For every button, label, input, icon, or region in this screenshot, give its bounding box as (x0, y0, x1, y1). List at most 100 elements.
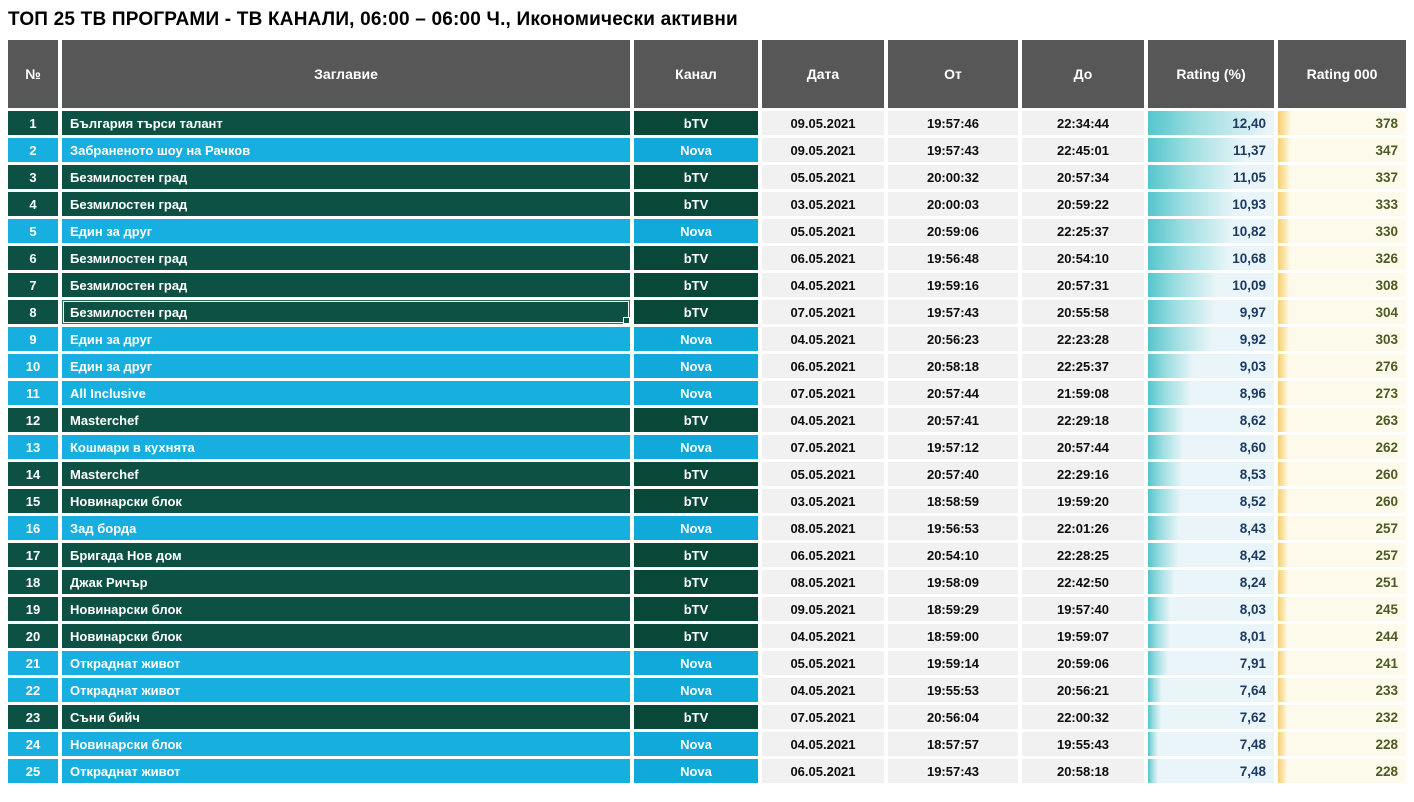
from-cell[interactable]: 19:55:53 (888, 678, 1018, 702)
to-cell[interactable]: 21:59:08 (1022, 381, 1144, 405)
to-cell[interactable]: 19:59:07 (1022, 624, 1144, 648)
from-cell[interactable]: 19:57:12 (888, 435, 1018, 459)
title-cell[interactable]: Съни бийч (62, 705, 630, 729)
rating-cell[interactable]: 9,03 (1148, 354, 1274, 378)
header-rank[interactable]: № (8, 40, 58, 108)
date-cell[interactable]: 07.05.2021 (762, 381, 884, 405)
date-cell[interactable]: 04.05.2021 (762, 408, 884, 432)
rank-cell[interactable]: 2 (8, 138, 58, 162)
channel-cell[interactable]: bTV (634, 111, 758, 135)
to-cell[interactable]: 20:57:34 (1022, 165, 1144, 189)
from-cell[interactable]: 19:56:53 (888, 516, 1018, 540)
date-cell[interactable]: 04.05.2021 (762, 273, 884, 297)
channel-cell[interactable]: bTV (634, 705, 758, 729)
date-cell[interactable]: 06.05.2021 (762, 246, 884, 270)
title-cell[interactable]: Кошмари в кухнята (62, 435, 630, 459)
rank-cell[interactable]: 22 (8, 678, 58, 702)
to-cell[interactable]: 20:59:22 (1022, 192, 1144, 216)
rank-cell[interactable]: 7 (8, 273, 58, 297)
rating000-cell[interactable]: 233 (1278, 678, 1406, 702)
rating000-cell[interactable]: 333 (1278, 192, 1406, 216)
rating000-cell[interactable]: 245 (1278, 597, 1406, 621)
date-cell[interactable]: 07.05.2021 (762, 435, 884, 459)
title-cell[interactable]: Забраненото шоу на Рачков (62, 138, 630, 162)
to-cell[interactable]: 20:54:10 (1022, 246, 1144, 270)
rank-cell[interactable]: 14 (8, 462, 58, 486)
title-cell[interactable]: Безмилостен град (62, 246, 630, 270)
title-cell[interactable]: България търси талант (62, 111, 630, 135)
title-cell[interactable]: Откраднат живот (62, 678, 630, 702)
title-cell[interactable]: Джак Ричър (62, 570, 630, 594)
channel-cell[interactable]: bTV (634, 408, 758, 432)
from-cell[interactable]: 20:57:41 (888, 408, 1018, 432)
rating000-cell[interactable]: 262 (1278, 435, 1406, 459)
rank-cell[interactable]: 12 (8, 408, 58, 432)
to-cell[interactable]: 22:23:28 (1022, 327, 1144, 351)
to-cell[interactable]: 20:57:44 (1022, 435, 1144, 459)
title-cell[interactable]: Безмилостен град (62, 300, 630, 324)
title-cell[interactable]: Новинарски блок (62, 624, 630, 648)
rating-cell[interactable]: 11,37 (1148, 138, 1274, 162)
from-cell[interactable]: 20:56:04 (888, 705, 1018, 729)
channel-cell[interactable]: Nova (634, 138, 758, 162)
rating000-cell[interactable]: 303 (1278, 327, 1406, 351)
channel-cell[interactable]: bTV (634, 192, 758, 216)
title-cell[interactable]: Бригада Нов дом (62, 543, 630, 567)
from-cell[interactable]: 19:57:43 (888, 300, 1018, 324)
rating-cell[interactable]: 7,91 (1148, 651, 1274, 675)
rank-cell[interactable]: 16 (8, 516, 58, 540)
channel-cell[interactable]: Nova (634, 732, 758, 756)
rating000-cell[interactable]: 273 (1278, 381, 1406, 405)
rank-cell[interactable]: 3 (8, 165, 58, 189)
rating-cell[interactable]: 8,42 (1148, 543, 1274, 567)
rank-cell[interactable]: 9 (8, 327, 58, 351)
channel-cell[interactable]: bTV (634, 489, 758, 513)
rating000-cell[interactable]: 330 (1278, 219, 1406, 243)
rating-cell[interactable]: 7,64 (1148, 678, 1274, 702)
from-cell[interactable]: 19:58:09 (888, 570, 1018, 594)
rating-cell[interactable]: 7,62 (1148, 705, 1274, 729)
title-cell[interactable]: Безмилостен град (62, 273, 630, 297)
from-cell[interactable]: 19:57:43 (888, 759, 1018, 783)
channel-cell[interactable]: bTV (634, 462, 758, 486)
channel-cell[interactable]: Nova (634, 651, 758, 675)
rating-cell[interactable]: 7,48 (1148, 732, 1274, 756)
rating-cell[interactable]: 8,43 (1148, 516, 1274, 540)
header-to[interactable]: До (1022, 40, 1144, 108)
title-cell[interactable]: Новинарски блок (62, 489, 630, 513)
date-cell[interactable]: 06.05.2021 (762, 759, 884, 783)
from-cell[interactable]: 20:00:32 (888, 165, 1018, 189)
header-channel[interactable]: Канал (634, 40, 758, 108)
title-cell[interactable]: Masterchef (62, 462, 630, 486)
from-cell[interactable]: 20:56:23 (888, 327, 1018, 351)
rating000-cell[interactable]: 244 (1278, 624, 1406, 648)
channel-cell[interactable]: Nova (634, 678, 758, 702)
rating000-cell[interactable]: 241 (1278, 651, 1406, 675)
rating-cell[interactable]: 8,03 (1148, 597, 1274, 621)
rating-cell[interactable]: 11,05 (1148, 165, 1274, 189)
date-cell[interactable]: 04.05.2021 (762, 327, 884, 351)
title-cell[interactable]: Новинарски блок (62, 732, 630, 756)
rating000-cell[interactable]: 263 (1278, 408, 1406, 432)
title-cell[interactable]: Откраднат живот (62, 759, 630, 783)
from-cell[interactable]: 20:58:18 (888, 354, 1018, 378)
from-cell[interactable]: 18:59:00 (888, 624, 1018, 648)
date-cell[interactable]: 04.05.2021 (762, 624, 884, 648)
to-cell[interactable]: 22:25:37 (1022, 354, 1144, 378)
date-cell[interactable]: 07.05.2021 (762, 705, 884, 729)
channel-cell[interactable]: bTV (634, 624, 758, 648)
rating-cell[interactable]: 10,09 (1148, 273, 1274, 297)
date-cell[interactable]: 08.05.2021 (762, 516, 884, 540)
rating-cell[interactable]: 8,60 (1148, 435, 1274, 459)
to-cell[interactable]: 19:57:40 (1022, 597, 1144, 621)
date-cell[interactable]: 05.05.2021 (762, 462, 884, 486)
rating-cell[interactable]: 10,82 (1148, 219, 1274, 243)
rating000-cell[interactable]: 228 (1278, 759, 1406, 783)
to-cell[interactable]: 22:45:01 (1022, 138, 1144, 162)
to-cell[interactable]: 22:29:18 (1022, 408, 1144, 432)
to-cell[interactable]: 20:58:18 (1022, 759, 1144, 783)
from-cell[interactable]: 19:59:14 (888, 651, 1018, 675)
channel-cell[interactable]: Nova (634, 219, 758, 243)
rating-cell[interactable]: 8,24 (1148, 570, 1274, 594)
channel-cell[interactable]: Nova (634, 354, 758, 378)
